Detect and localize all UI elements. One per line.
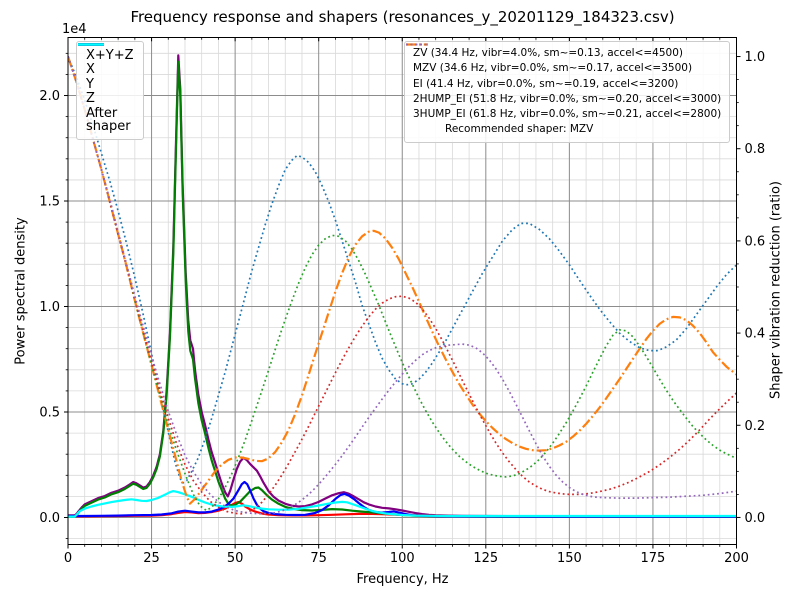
legend-psd: X+Y+Z X Y Z After shaper	[76, 41, 144, 140]
x-tick-label: 175	[641, 551, 666, 566]
legend-label-z: Z	[86, 91, 95, 106]
series-2hump-ei	[68, 56, 737, 515]
legend-shapers: ZV (34.4 Hz, vibr=4.0%, sm~=0.13, accel<…	[404, 41, 731, 143]
legend-item-xyz: X+Y+Z	[78, 43, 134, 63]
legend-sample-after-shaper	[78, 43, 104, 46]
x-axis-label: Frequency, Hz	[356, 572, 449, 587]
legend-label-3hump-ei: 3HUMP_EI (61.8 Hz, vibr=0.0%, sm~=0.21, …	[413, 108, 722, 121]
y-axis-right-label: Shaper vibration reduction (ratio)	[768, 181, 784, 399]
legend-item-x: X	[78, 43, 134, 77]
x-tick-label: 125	[473, 551, 498, 566]
x-tick-label: 100	[390, 551, 415, 566]
y-left-tick-label: 0.5	[39, 406, 60, 421]
tick-marks	[64, 37, 741, 549]
y-right-tick-label: 0.0	[745, 511, 766, 526]
series-lines	[68, 54, 737, 518]
legend-label-ei: EI (41.4 Hz, vibr=0.0%, sm~=0.19, accel<…	[413, 77, 679, 90]
legend-label-mzv: MZV (34.6 Hz, vibr=0.0%, sm~=0.17, accel…	[413, 62, 693, 75]
y-right-tick-label: 0.6	[745, 234, 766, 249]
x-tick-label: 150	[557, 551, 582, 566]
series-zv	[68, 56, 737, 484]
series-3hump-ei	[68, 56, 737, 515]
series-after-shaper	[68, 490, 737, 518]
legend-sample-mzv	[406, 43, 428, 46]
series-mzv	[68, 56, 737, 505]
legend-item-mzv: MZV (34.6 Hz, vibr=0.0%, sm~=0.17, accel…	[406, 43, 721, 76]
y-right-tick-label: 0.2	[745, 419, 766, 434]
tick-labels: 0 25 50 75 100 125 150 175 200 0.0 0.5 1.0 1.5 2.0 0.0…	[39, 50, 765, 566]
y-left-tick-label: 1.5	[39, 195, 60, 210]
legend-label-xyz: X+Y+Z	[86, 47, 134, 63]
y-right-tick-label: 0.4	[745, 327, 766, 342]
x-tick-label: 50	[227, 551, 244, 566]
y-right-tick-label: 1.0	[745, 50, 766, 65]
y-axis-offset-label: 1e4	[62, 22, 87, 37]
legend-label-zv: ZV (34.4 Hz, vibr=4.0%, sm~=0.13, accel<…	[413, 47, 683, 59]
legend-item-after-shaper: After shaper	[78, 43, 134, 134]
legend-item-3hump-ei: 3HUMP_EI (61.8 Hz, vibr=0.0%, sm~=0.21, …	[406, 43, 722, 122]
legend-item-z: Z	[78, 43, 134, 106]
legend-label-2hump-ei: 2HUMP_EI (51.8 Hz, vibr=0.0%, sm~=0.20, …	[413, 92, 722, 105]
y-left-tick-label: 2.0	[39, 89, 60, 104]
legend-item-2hump-ei: 2HUMP_EI (51.8 Hz, vibr=0.0%, sm~=0.20, …	[406, 43, 722, 107]
series-x-y-z	[68, 54, 737, 518]
series-y	[68, 60, 737, 518]
x-tick-label: 25	[143, 551, 160, 566]
legend-label-y: Y	[86, 76, 94, 92]
legend-item-y: Y	[78, 43, 134, 92]
legend-label-after-shaper: After shaper	[86, 105, 131, 134]
chart-title: Frequency response and shapers (resonanc…	[130, 8, 675, 26]
x-tick-label: 0	[64, 551, 72, 566]
x-tick-label: 200	[724, 551, 749, 566]
y-axis-left-label: Power spectral density	[13, 217, 29, 365]
x-tick-label: 75	[310, 551, 327, 566]
y-left-tick-label: 1.0	[39, 300, 60, 315]
legend-note-recommended-shaper: Recommended shaper: MZV	[445, 123, 594, 136]
legend-label-x: X	[86, 62, 95, 77]
legend-item-zv: ZV (34.4 Hz, vibr=4.0%, sm~=0.13, accel<…	[406, 43, 721, 61]
legend-sample-3hump-ei	[406, 43, 428, 46]
y-right-tick-label: 0.8	[745, 142, 766, 157]
series-z	[68, 480, 737, 518]
legend-item-ei: EI (41.4 Hz, vibr=0.0%, sm~=0.19, accel<…	[406, 43, 721, 92]
y-left-tick-label: 0.0	[39, 511, 60, 526]
